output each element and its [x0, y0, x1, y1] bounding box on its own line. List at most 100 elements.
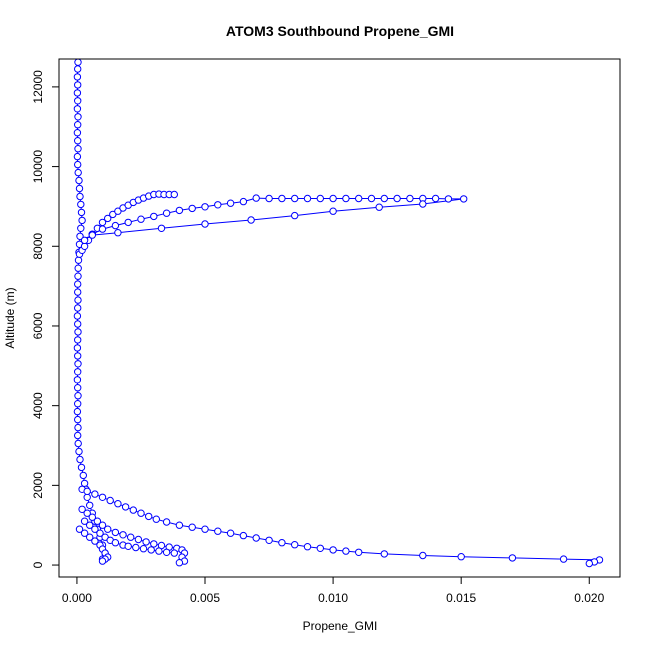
data-point — [316, 544, 324, 552]
data-point — [170, 549, 179, 557]
data-point — [247, 216, 255, 224]
data-series — [78, 485, 604, 568]
data-point — [88, 231, 97, 239]
data-point — [142, 538, 150, 546]
data-point — [265, 194, 273, 203]
data-point — [162, 518, 171, 526]
data-point — [201, 220, 209, 228]
data-point — [77, 208, 86, 217]
data-point — [155, 547, 163, 555]
data-point — [201, 203, 209, 211]
data-point — [104, 525, 112, 533]
data-point — [150, 540, 158, 548]
x-tick-label: 0.000 — [62, 591, 92, 605]
data-point — [114, 207, 122, 215]
data-point — [157, 224, 166, 233]
data-point — [74, 65, 82, 73]
data-point — [73, 376, 82, 384]
data-point — [98, 225, 107, 233]
data-point — [139, 545, 148, 553]
data-point — [457, 553, 465, 561]
data-point — [74, 304, 82, 312]
data-point — [73, 129, 82, 137]
data-point — [419, 551, 427, 560]
data-point — [74, 360, 82, 368]
data-point — [121, 503, 130, 511]
data-point — [111, 539, 120, 547]
data-point — [175, 559, 184, 567]
data-point — [73, 312, 82, 320]
data-point — [355, 548, 363, 556]
data-point — [162, 209, 171, 217]
data-point — [93, 517, 102, 525]
data-point — [80, 529, 89, 537]
data-point — [76, 192, 84, 201]
data-point — [74, 296, 82, 304]
data-point — [74, 272, 82, 280]
data-point — [127, 533, 135, 541]
data-point — [73, 89, 82, 97]
data-point — [91, 537, 99, 545]
data-point — [393, 194, 401, 203]
data-point — [78, 505, 86, 513]
x-axis-label: Propene_GMI — [303, 619, 378, 633]
data-point — [109, 210, 117, 219]
data-point — [74, 256, 83, 264]
data-point — [75, 447, 83, 456]
data-point — [77, 200, 85, 209]
data-point — [74, 113, 82, 121]
data-point — [74, 400, 82, 408]
data-point — [76, 455, 84, 464]
data-point — [98, 521, 107, 529]
data-point — [342, 547, 350, 555]
data-point — [74, 352, 82, 360]
data-point — [114, 229, 122, 237]
data-series — [75, 525, 112, 565]
data-point — [129, 506, 138, 514]
data-point — [74, 280, 82, 288]
data-point — [150, 212, 158, 221]
data-point — [98, 493, 107, 501]
data-point — [74, 288, 82, 296]
data-point — [114, 500, 122, 508]
data-point — [78, 216, 86, 225]
data-point — [252, 194, 260, 202]
data-point — [252, 534, 260, 542]
x-tick-label: 0.020 — [574, 591, 604, 605]
data-point — [145, 512, 153, 521]
data-point — [74, 58, 82, 66]
data-series — [80, 194, 468, 245]
x-tick-label: 0.005 — [190, 591, 220, 605]
y-tick-label: 10000 — [31, 150, 45, 184]
data-point — [188, 204, 196, 213]
data-point — [188, 523, 196, 531]
data-point — [329, 207, 337, 215]
data-point — [329, 546, 337, 554]
y-tick-label: 4000 — [31, 392, 45, 419]
data-point — [137, 215, 145, 223]
data-point — [329, 194, 337, 203]
y-tick-label: 6000 — [31, 312, 45, 339]
data-point — [74, 81, 82, 89]
data-point — [74, 368, 82, 376]
plot-area — [73, 58, 604, 568]
data-point — [239, 531, 248, 540]
data-point — [74, 137, 82, 145]
data-series — [80, 517, 179, 557]
x-tick-label: 0.015 — [446, 591, 476, 605]
data-point — [73, 105, 82, 113]
data-point — [77, 463, 86, 472]
data-point — [86, 501, 94, 509]
x-tick-label: 0.010 — [318, 591, 348, 605]
data-point — [111, 221, 120, 230]
data-point — [419, 200, 427, 208]
data-point — [91, 525, 99, 533]
data-point — [76, 232, 84, 241]
data-point — [147, 546, 155, 554]
data-point — [124, 218, 132, 227]
data-point — [74, 328, 82, 336]
data-point — [86, 521, 94, 529]
data-point — [74, 145, 82, 153]
